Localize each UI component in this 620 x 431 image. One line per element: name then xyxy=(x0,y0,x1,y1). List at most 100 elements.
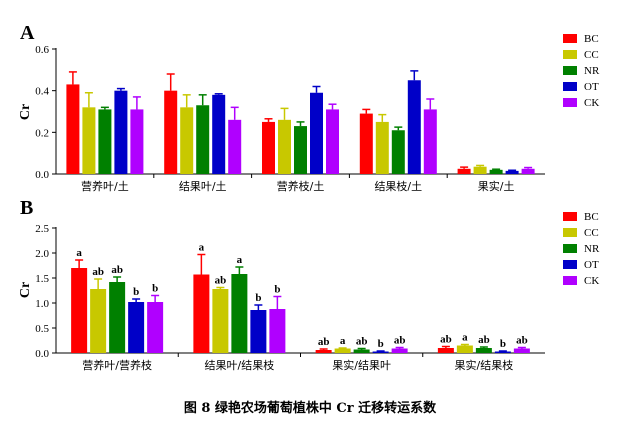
panel-a-legend-swatch-ck xyxy=(563,98,577,107)
panel-b-bar-bc xyxy=(193,274,210,353)
panel-b-legend-swatch-nr xyxy=(563,244,577,253)
panel-b-bar-ck xyxy=(269,309,286,353)
panel-b-label: B xyxy=(20,197,33,219)
panel-b-bar-cc xyxy=(456,345,473,353)
panel-b-significance-label: b xyxy=(274,284,280,296)
panel-a-legend-swatch-ot xyxy=(563,82,577,91)
panel-b-significance-label: ab xyxy=(440,334,452,346)
panel-b-significance-label: ab xyxy=(356,336,368,348)
panel-b-bar-ck xyxy=(391,348,408,353)
panel-b-significance-label: ab xyxy=(394,335,406,347)
panel-b-bar-nr xyxy=(231,274,248,353)
panel-b-legend-label-ck: CK xyxy=(584,275,599,287)
panel-a-legend-label-ck: CK xyxy=(584,97,599,109)
panel-b-significance-label: b xyxy=(152,283,158,295)
panel-b-legend-swatch-bc xyxy=(563,212,577,221)
panel-a-bar-ck xyxy=(228,119,242,174)
panel-a-legend-label-ot: OT xyxy=(584,81,599,93)
panel-a-category-label: 果实/土 xyxy=(478,179,515,193)
panel-b-category-label: 果实/结果枝 xyxy=(455,358,514,372)
panel-b-category-label: 营养叶/营养枝 xyxy=(82,358,152,372)
panel-a-legend: BC CC NR OT CK xyxy=(563,33,600,109)
panel-b-bar-cc xyxy=(212,289,229,353)
panel-a-legend-swatch-cc xyxy=(563,50,577,59)
panel-b-legend-swatch-cc xyxy=(563,228,577,237)
panel-b-significance-label: ab xyxy=(92,266,104,278)
panel-b-y-tick-label: 1.5 xyxy=(35,273,49,285)
panel-a-bar-nr xyxy=(196,105,210,174)
panel-a-bar-ot xyxy=(407,80,421,174)
panel-b-bar-bc xyxy=(71,268,88,353)
panel-b-bar-cc xyxy=(90,289,107,353)
panel-b-bar-ot xyxy=(250,310,267,353)
panel-a-y-tick-label: 0.0 xyxy=(35,169,49,181)
panel-a-bar-cc xyxy=(278,119,291,174)
panel-b-category-label: 结果叶/结果枝 xyxy=(205,358,275,372)
figure-caption: 图 8 绿艳农场葡萄植株中 Cr 迁移转运系数 xyxy=(184,400,437,416)
panel-b-bar-nr xyxy=(353,349,370,353)
panel-a-bar-ot xyxy=(505,170,519,174)
panel-a-bar-cc xyxy=(375,121,389,174)
panel-a-bar-bc xyxy=(164,90,178,174)
panel-b-bar-bc xyxy=(437,348,454,353)
panel-b-significance-label: b xyxy=(133,286,139,298)
panel-b-y-tick-label: 2.5 xyxy=(35,223,49,235)
panel-a-category-label: 营养枝/土 xyxy=(277,179,325,193)
panel-a-bar-bc xyxy=(66,84,80,174)
panel-a-bar-bc xyxy=(359,113,373,174)
panel-b-legend-label-cc: CC xyxy=(584,227,599,239)
panel-b-significance-label: ab xyxy=(318,336,330,348)
panel-b-significance-label: a xyxy=(237,254,243,266)
panel-a-category-label: 结果枝/土 xyxy=(374,179,422,193)
panel-a-bar-cc xyxy=(180,107,194,174)
panel-a-bar-cc xyxy=(473,166,487,174)
panel-a-bar-bc xyxy=(262,121,275,174)
panel-b-significance-label: ab xyxy=(111,264,123,276)
panel-a-category-label: 营养叶/土 xyxy=(81,179,129,193)
panel-b-legend: BC CC NR OT CK xyxy=(563,211,600,287)
panel-b-legend-label-ot: OT xyxy=(584,259,599,271)
panel-b-significance-label: a xyxy=(340,335,346,347)
panel-b-bar-ot xyxy=(372,351,389,353)
panel-b-y-axis-title: Cr xyxy=(18,282,33,298)
panel-a-bar-ck xyxy=(521,168,535,174)
panel-a-bar-nr xyxy=(391,130,405,174)
panel-b-significance-label: ab xyxy=(516,335,528,347)
panel-b-y-tick-label: 2.0 xyxy=(35,248,49,260)
panel-b-legend-label-nr: NR xyxy=(584,243,600,255)
panel-b-bar-bc xyxy=(315,350,332,353)
panel-a-category-label: 结果叶/土 xyxy=(179,180,227,193)
panel-a-legend-label-nr: NR xyxy=(584,65,600,77)
panel-a-bar-ck xyxy=(130,109,144,174)
panel-a-legend-label-bc: BC xyxy=(584,33,599,45)
panel-b-significance-label: b xyxy=(500,338,506,350)
panel-a-bar-ck xyxy=(326,109,339,174)
panel-a-bar-ot xyxy=(310,92,323,174)
panel-a-bar-cc xyxy=(82,107,96,174)
panel-b-significance-label: a xyxy=(76,247,82,259)
panel-a-bar-bc xyxy=(457,168,471,174)
panel-b-y-tick-label: 0.0 xyxy=(35,348,49,360)
panel-b-significance-label: a xyxy=(462,332,468,344)
panel-a-bar-ot xyxy=(212,94,226,174)
panel-a-bar-nr xyxy=(98,109,112,174)
panel-a-bar-ck xyxy=(423,109,437,174)
panel-b-legend-swatch-ck xyxy=(563,276,577,285)
panel-a-y-axis-title: Cr xyxy=(18,104,33,120)
panel-a-legend-swatch-nr xyxy=(563,66,577,75)
panel-a-bar-nr xyxy=(294,126,307,174)
panel-b-category-label: 果实/结果叶 xyxy=(332,358,391,372)
panel-b-bar-ot xyxy=(494,351,511,353)
panel-b-legend-swatch-ot xyxy=(563,260,577,269)
panel-b-bar-ot xyxy=(128,302,145,353)
panel-a-label: A xyxy=(20,22,35,44)
panel-a-y-tick-label: 0.2 xyxy=(35,127,49,139)
panel-b-significance-label: ab xyxy=(215,275,227,287)
panel-b-y-tick-label: 1.0 xyxy=(35,298,49,310)
panel-a-legend-label-cc: CC xyxy=(584,49,599,61)
panel-b-significance-label: b xyxy=(255,292,261,304)
panel-b-bar-ck xyxy=(513,348,530,353)
panel-a: A Cr 0.0 0.2 0.4 0.6 营养叶/土 结果叶/土 营养枝/土 结果枝/土 果实/… xyxy=(18,22,600,193)
